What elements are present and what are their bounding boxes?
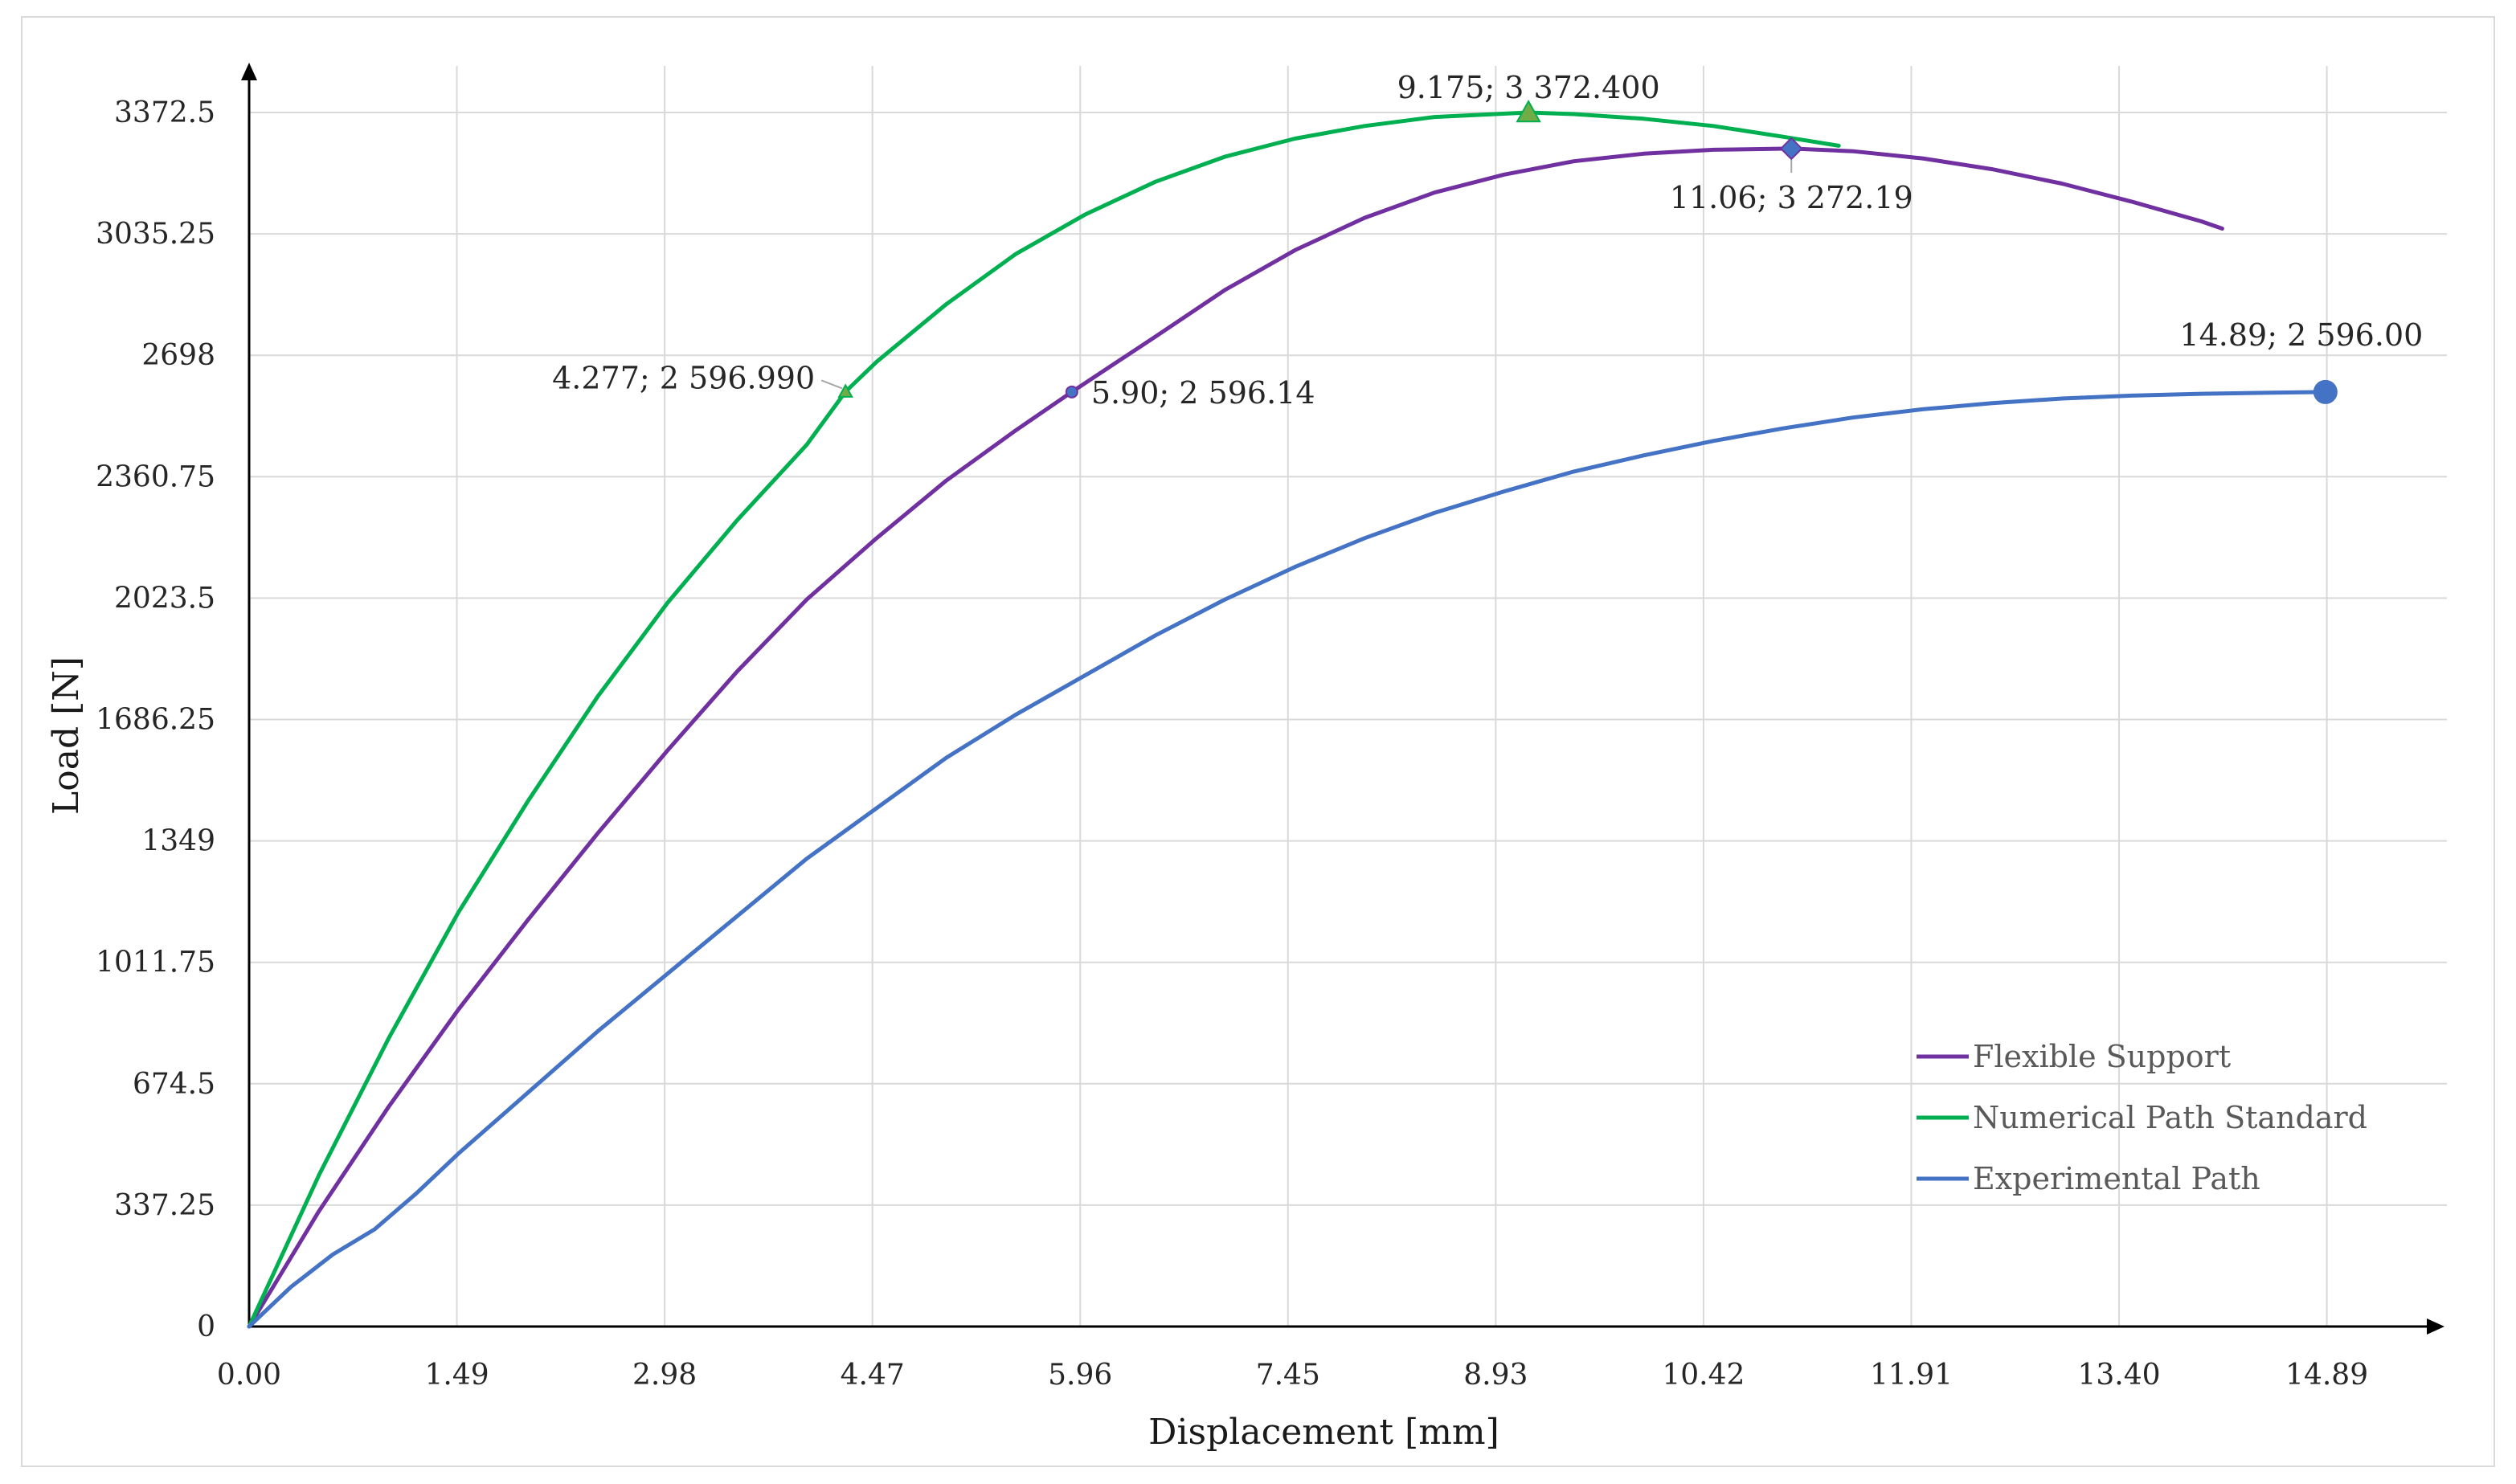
y-tick-label: 3035.25 — [96, 218, 215, 251]
x-tick-label: 13.40 — [2077, 1359, 2160, 1392]
y-axis-title: Load [N] — [46, 656, 87, 815]
series-line-experimental-path — [247, 390, 2328, 1329]
data-point-marker — [1779, 137, 1803, 161]
axes — [241, 63, 2444, 1335]
series-lines — [247, 110, 2328, 1329]
annotation-markers — [820, 99, 2338, 404]
x-tick-label: 14.89 — [2285, 1359, 2368, 1392]
y-tick-label: 1011.75 — [96, 946, 215, 979]
legend: Flexible Support Numerical Path Standard E… — [1917, 1039, 2367, 1196]
x-axis-arrow — [2427, 1318, 2444, 1335]
y-tick-label: 3372.5 — [114, 96, 215, 129]
chart-frame — [21, 16, 2495, 1467]
series-line-numerical-path-standard — [247, 110, 1841, 1329]
y-tick-label: 2023.5 — [114, 582, 215, 615]
x-tick-label: 11.91 — [1870, 1359, 1953, 1392]
y-axis-arrow — [241, 63, 257, 80]
y-tick-label: 674.5 — [133, 1068, 215, 1101]
x-tick-label: 4.47 — [841, 1359, 905, 1392]
x-tick-label: 5.96 — [1048, 1359, 1112, 1392]
data-point-marker — [1516, 99, 1541, 123]
y-tick-label: 0 — [197, 1310, 215, 1343]
legend-label: Flexible Support — [1973, 1039, 2231, 1074]
callout-leader-line — [820, 379, 843, 390]
data-point-label: 14.89; 2 596.00 — [2179, 317, 2423, 353]
data-point-marker — [1065, 385, 1078, 399]
x-tick-label: 0.00 — [217, 1359, 281, 1392]
legend-label: Numerical Path Standard — [1973, 1100, 2367, 1135]
data-point-label: 9.175; 3 372.400 — [1397, 70, 1660, 105]
data-point-marker — [2313, 379, 2338, 404]
y-tick-label: 2698 — [141, 339, 215, 372]
x-tick-label: 10.42 — [1662, 1359, 1745, 1392]
x-tick-label: 7.45 — [1256, 1359, 1320, 1392]
series-line-flexible-support — [247, 146, 2224, 1329]
y-tick-label: 1686.25 — [96, 704, 215, 737]
y-tick-label: 337.25 — [114, 1189, 215, 1222]
x-tick-label: 2.98 — [632, 1359, 697, 1392]
x-axis-title: Displacement [mm] — [1148, 1412, 1499, 1453]
data-point-label: 11.06; 3 272.19 — [1670, 180, 1913, 215]
y-tick-label: 1349 — [141, 825, 215, 858]
data-point-marker — [837, 383, 853, 398]
x-tick-label: 8.93 — [1463, 1359, 1528, 1392]
data-point-label: 5.90; 2 596.14 — [1091, 375, 1315, 411]
x-tick-label: 1.49 — [424, 1359, 489, 1392]
data-point-label: 4.277; 2 596.990 — [552, 360, 815, 395]
y-tick-label: 2360.75 — [96, 460, 215, 493]
legend-label: Experimental Path — [1973, 1161, 2260, 1196]
tick-labels: 0 337.25 674.5 1011.75 1349 1686.25 2023.5 2360… — [46, 70, 2423, 1453]
grid — [249, 66, 2447, 1327]
